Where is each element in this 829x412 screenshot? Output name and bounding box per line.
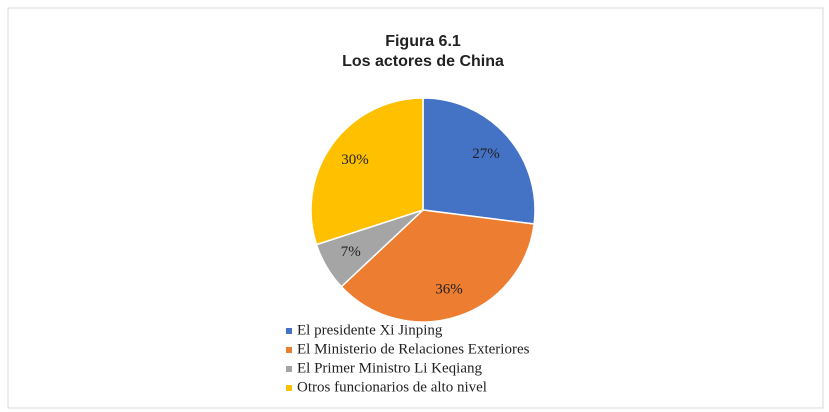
data-label: 30%	[341, 152, 369, 168]
pie-slice	[340, 209, 535, 323]
legend-swatch	[286, 385, 292, 391]
legend-label: El Primer Ministro Li Keqiang	[297, 360, 482, 376]
legend-swatch	[286, 347, 292, 353]
legend-label: Otros funcionarios de alto nivel	[297, 379, 487, 395]
pie-slice	[310, 97, 424, 246]
data-label: 36%	[435, 281, 463, 297]
legend-swatch	[286, 328, 292, 334]
legend-swatch	[286, 366, 292, 372]
data-label: 7%	[341, 244, 361, 260]
legend-label: El presidente Xi Jinping	[297, 322, 443, 338]
chart-title: Figura 6.1	[385, 33, 461, 50]
data-label: 27%	[472, 146, 500, 162]
legend-label: El Ministerio de Relaciones Exteriores	[297, 341, 530, 357]
pie-slice	[422, 97, 536, 225]
chart-subtitle: Los actores de China	[342, 53, 504, 70]
